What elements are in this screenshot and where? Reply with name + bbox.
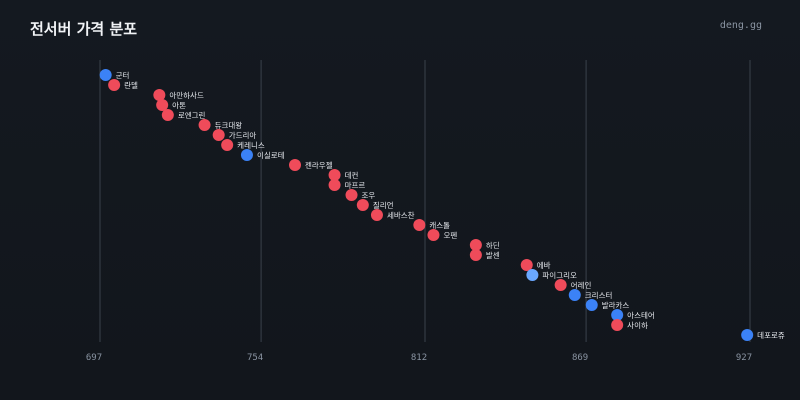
x-tick-label: 812 xyxy=(411,353,427,363)
point-marker xyxy=(413,219,426,231)
data-point: 로엔그린 xyxy=(161,109,206,121)
point-marker xyxy=(153,89,166,101)
point-marker xyxy=(741,329,754,341)
point-marker xyxy=(212,129,225,141)
point-label: 가드리아 xyxy=(229,130,257,140)
point-label: 조우 xyxy=(362,191,376,200)
data-point: 데포로쥬 xyxy=(741,329,785,341)
point-marker xyxy=(356,199,369,211)
data-point: 가드리아 xyxy=(212,129,257,141)
point-marker xyxy=(469,249,482,261)
point-label: 질리언 xyxy=(373,200,394,210)
data-point: 케레니스 xyxy=(221,139,265,151)
data-point: 하딘 xyxy=(469,239,500,251)
data-point: 듀크대왕 xyxy=(198,119,243,131)
point-marker xyxy=(240,149,253,161)
x-tick-label: 927 xyxy=(736,353,752,363)
data-point: 아톤 xyxy=(156,99,186,111)
data-point: 에바 xyxy=(520,259,551,271)
point-marker xyxy=(611,319,624,331)
point-marker xyxy=(469,239,482,251)
point-marker xyxy=(198,119,211,131)
data-point: 질리언 xyxy=(356,199,394,211)
point-marker xyxy=(526,269,539,281)
data-point: 아스테어 xyxy=(611,309,655,321)
point-marker xyxy=(289,159,301,171)
data-point: 이실로테 xyxy=(240,149,285,161)
data-point: 마프르 xyxy=(328,179,366,191)
point-label: 로엔그린 xyxy=(178,110,206,120)
data-point: 조우 xyxy=(345,189,376,201)
point-marker xyxy=(328,169,341,181)
data-point: 발라카스 xyxy=(585,299,630,311)
point-label: 듀크대왕 xyxy=(215,121,243,130)
data-point: 발센 xyxy=(469,249,500,261)
point-label: 아만하사드 xyxy=(169,90,204,100)
point-marker xyxy=(108,79,121,91)
data-point: 캐스톨 xyxy=(413,219,450,231)
point-label: 젠라우젤 xyxy=(305,161,333,170)
point-label: 크리스터 xyxy=(585,291,613,300)
point-label: 이실로테 xyxy=(257,150,285,160)
point-marker xyxy=(156,99,169,111)
data-point: 크리스터 xyxy=(568,289,613,301)
brand-label: deng.gg xyxy=(719,20,762,31)
point-label: 데포로쥬 xyxy=(757,331,785,340)
x-tick-label: 869 xyxy=(572,353,588,363)
point-label: 어레인 xyxy=(571,280,592,290)
point-label: 군터 xyxy=(116,71,130,80)
point-label: 오펜 xyxy=(443,231,457,240)
point-marker xyxy=(554,279,567,291)
data-point: 오펜 xyxy=(427,229,457,241)
data-point: 세바스찬 xyxy=(370,209,415,221)
point-marker xyxy=(328,179,341,191)
data-point: 사이하 xyxy=(611,319,648,331)
data-point: 파이그리오 xyxy=(526,269,577,281)
point-marker xyxy=(370,209,383,221)
point-label: 데컨 xyxy=(345,170,359,180)
point-label: 발라카스 xyxy=(602,301,630,310)
point-marker xyxy=(585,299,598,311)
point-label: 세바스찬 xyxy=(387,210,415,220)
x-tick-label: 754 xyxy=(247,353,263,363)
point-label: 아스테어 xyxy=(627,310,655,320)
point-label: 에바 xyxy=(537,260,551,270)
data-point: 아만하사드 xyxy=(153,89,204,101)
x-axis-ticks: 697 754 812 869 927 xyxy=(86,353,752,363)
point-label: 파이그리오 xyxy=(542,270,577,280)
point-marker xyxy=(568,289,581,301)
point-marker xyxy=(161,109,174,121)
gridlines xyxy=(99,60,751,342)
x-tick-label: 697 xyxy=(86,353,102,363)
point-marker xyxy=(99,69,112,81)
point-marker xyxy=(520,259,533,271)
data-points: 군터란델아만하사드아톤로엔그린듀크대왕가드리아케레니스이실로테젠라우젤데컨마프르… xyxy=(99,69,785,341)
point-label: 케레니스 xyxy=(237,141,265,150)
point-marker xyxy=(345,189,358,201)
page-title: 전서버 가격 분포 xyxy=(30,20,138,38)
point-label: 아톤 xyxy=(172,100,186,110)
point-label: 마프르 xyxy=(345,181,366,190)
point-label: 하딘 xyxy=(486,240,500,250)
point-label: 캐스톨 xyxy=(429,221,450,230)
point-marker xyxy=(221,139,234,151)
data-point: 데컨 xyxy=(328,169,359,181)
point-label: 사이하 xyxy=(627,320,648,330)
point-label: 란델 xyxy=(124,80,138,90)
point-label: 발센 xyxy=(486,250,500,260)
data-point: 젠라우젤 xyxy=(289,159,333,171)
point-marker xyxy=(611,309,624,321)
point-marker xyxy=(427,229,440,241)
data-point: 어레인 xyxy=(554,279,592,291)
data-point: 군터 xyxy=(99,69,130,81)
data-point: 란델 xyxy=(108,79,138,91)
